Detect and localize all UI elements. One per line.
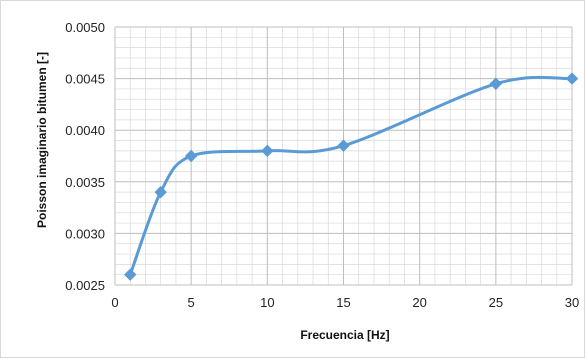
x-axis-title: Frecuencia [Hz] xyxy=(300,328,389,342)
x-tick-label: 30 xyxy=(565,295,579,310)
x-tick-label: 10 xyxy=(260,295,274,310)
y-tick-label: 0.0035 xyxy=(65,175,105,190)
y-axis-title: Poisson imaginario bitumen [-] xyxy=(35,52,49,228)
data-point-marker xyxy=(489,77,503,90)
data-point-marker xyxy=(184,149,198,163)
x-tick-label: 0 xyxy=(111,295,118,310)
y-tick-label: 0.0045 xyxy=(65,72,105,87)
y-tick-label: 0.0050 xyxy=(65,20,105,35)
data-point-marker xyxy=(337,139,350,152)
series-layer xyxy=(124,72,579,281)
axes: 0 5 10 15 20 25 30 0.0025 0.0030 0.0035 0.0040 0.00… xyxy=(65,20,579,310)
y-tick-label: 0.0025 xyxy=(65,278,105,293)
data-point-marker xyxy=(261,144,274,158)
data-point-marker xyxy=(154,185,167,199)
x-tick-label: 5 xyxy=(188,295,195,310)
data-point-marker xyxy=(565,72,579,85)
y-tick-label: 0.0030 xyxy=(65,226,105,241)
x-tick-label: 25 xyxy=(489,295,503,310)
x-tick-label: 15 xyxy=(336,295,350,310)
data-point-marker xyxy=(124,268,137,281)
x-tick-label: 20 xyxy=(412,295,426,310)
y-tick-label: 0.0040 xyxy=(65,123,105,138)
